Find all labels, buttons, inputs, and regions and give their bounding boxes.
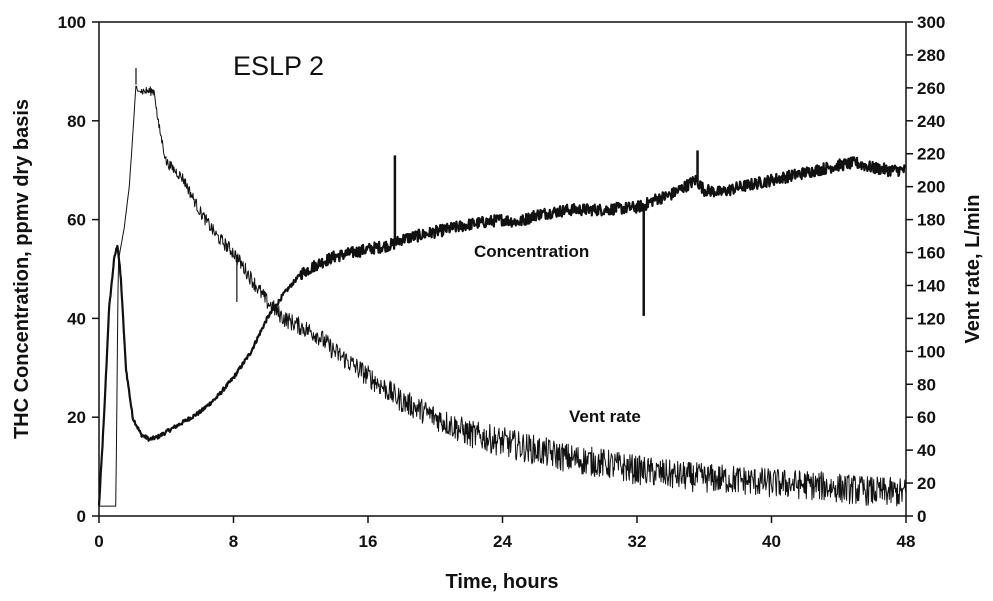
series-label-concentration: Concentration (474, 242, 589, 261)
y2-tick-label: 80 (917, 375, 936, 394)
x-axis-title: Time, hours (446, 571, 559, 593)
series-line-vent-rate (99, 85, 907, 507)
y-tick-label: 100 (58, 13, 86, 32)
y2-axis-title: Vent rate, L/min (962, 195, 984, 344)
y2-axis-ticks: 0 20 40 60 80 100 120 140 160 180 200 220 240 260 280 3… (906, 13, 945, 526)
y2-tick-label: 60 (917, 408, 936, 427)
series-layer (97, 68, 907, 507)
y2-tick-label: 40 (917, 441, 936, 460)
series-label-vent-rate: Vent rate (569, 407, 641, 426)
y2-tick-label: 20 (917, 474, 936, 493)
y2-tick-label: 260 (917, 79, 945, 98)
y2-tick-label: 140 (917, 276, 945, 295)
y-tick-label: 40 (67, 309, 86, 328)
y-tick-label: 20 (67, 408, 86, 427)
y2-tick-label: 160 (917, 244, 945, 263)
x-tick-label: 32 (628, 532, 647, 551)
x-tick-label: 0 (94, 532, 103, 551)
y-axis-title: THC Concentration, ppmv dry basis (11, 99, 33, 439)
y-tick-label: 60 (67, 211, 86, 230)
plot-title: ESLP 2 (233, 51, 324, 81)
x-axis-ticks: 0 8 16 24 32 40 48 (94, 516, 915, 551)
y2-tick-label: 200 (917, 178, 945, 197)
y2-tick-label: 120 (917, 309, 945, 328)
series-line-concentration (97, 156, 907, 506)
y2-tick-label: 100 (917, 342, 945, 361)
x-tick-label: 40 (762, 532, 781, 551)
y-axis-ticks: 0 20 40 60 80 100 (58, 13, 99, 526)
y2-tick-label: 240 (917, 112, 945, 131)
x-tick-label: 8 (229, 532, 238, 551)
y2-tick-label: 220 (917, 145, 945, 164)
y-tick-label: 80 (67, 112, 86, 131)
y2-tick-label: 280 (917, 46, 945, 65)
y2-tick-label: 180 (917, 211, 945, 230)
y-tick-label: 0 (77, 507, 86, 526)
x-tick-label: 24 (493, 532, 512, 551)
y2-tick-label: 0 (917, 507, 926, 526)
x-tick-label: 48 (897, 532, 916, 551)
y2-tick-label: 300 (917, 13, 945, 32)
x-tick-label: 16 (359, 532, 378, 551)
